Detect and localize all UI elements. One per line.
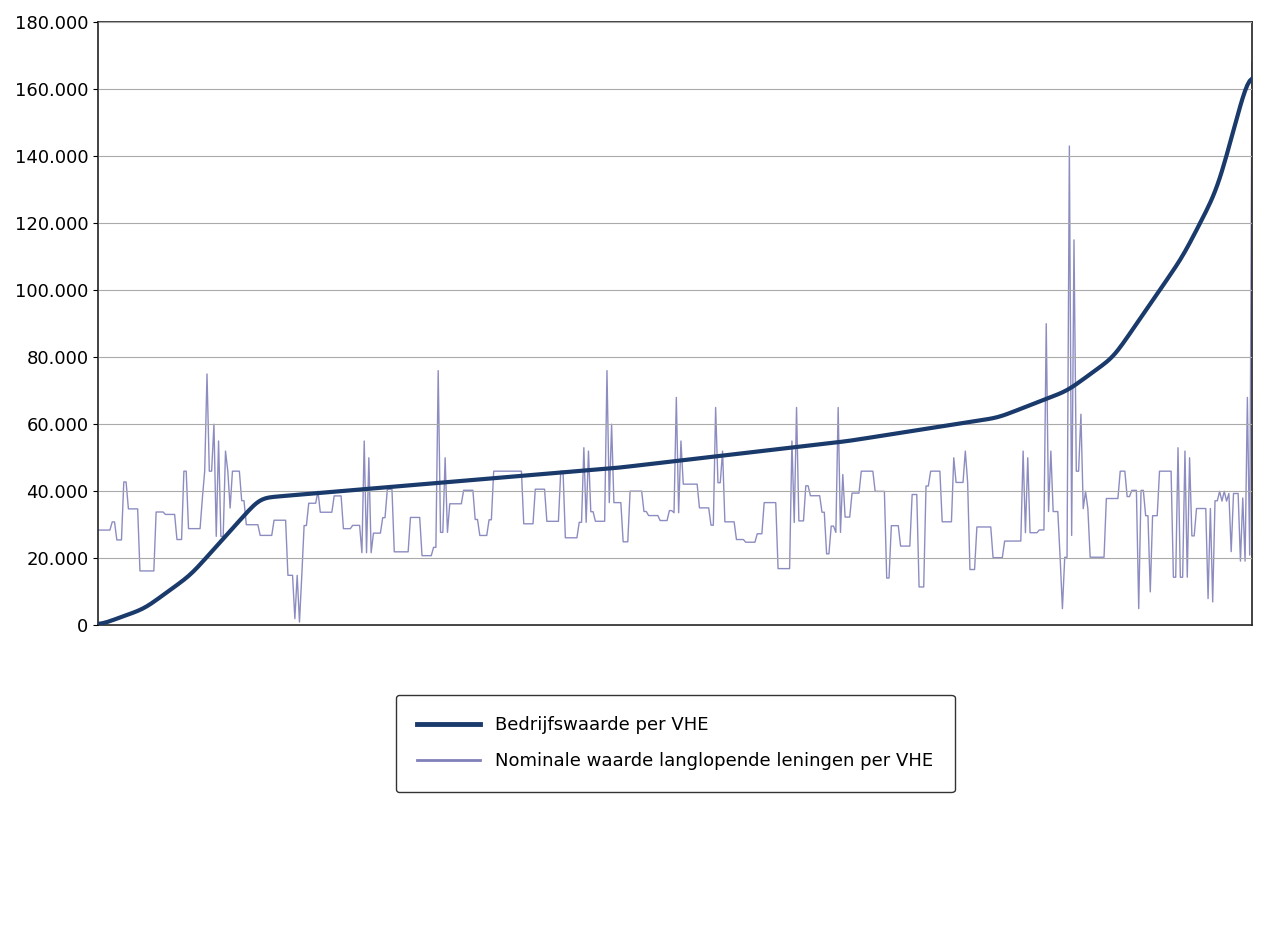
Legend: Bedrijfswaarde per VHE, Nominale waarde langlopende leningen per VHE: Bedrijfswaarde per VHE, Nominale waarde … [395,695,955,792]
